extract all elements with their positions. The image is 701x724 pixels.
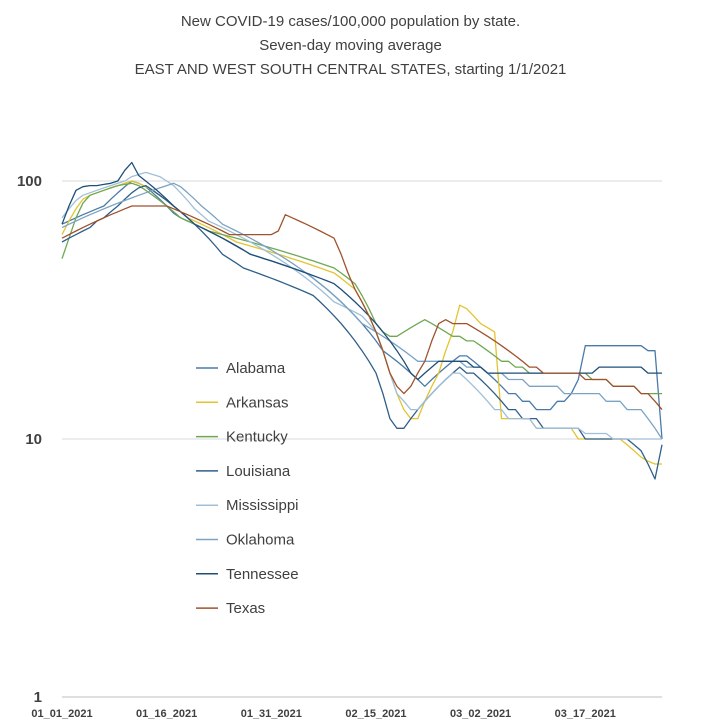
legend-label-oklahoma: Oklahoma xyxy=(226,532,295,549)
y-tick-label: 100 xyxy=(17,173,42,190)
series-line-alabama xyxy=(61,180,663,440)
legend-label-mississippi: Mississippi xyxy=(226,497,299,514)
series-line-louisiana xyxy=(61,184,663,480)
legend: Alabama Arkansas Kentucky Louisiana Mississi… xyxy=(196,360,299,617)
x-tick-label: 02_15_2021 xyxy=(345,708,406,720)
legend-label-alabama: Alabama xyxy=(226,360,286,377)
chart-title-line-1: New COVID-19 cases/100,000 population by… xyxy=(180,13,521,30)
series-line-texas xyxy=(61,205,663,411)
legend-label-texas: Texas xyxy=(226,600,265,617)
y-tick-label: 1 xyxy=(34,689,42,706)
chart-title-line-3: EAST AND WEST SOUTH CENTRAL STATES, star… xyxy=(134,61,567,78)
legend-label-arkansas: Arkansas xyxy=(226,394,289,411)
axes: 1 10 100 01_01_2021 01_16_2021 01_31_2021 02_1… xyxy=(17,173,662,720)
series-line-mississippi xyxy=(61,171,662,440)
legend-label-louisiana: Louisiana xyxy=(226,463,291,480)
gridlines xyxy=(62,180,662,440)
series-line-arkansas xyxy=(61,180,662,465)
legend-label-tennessee: Tennessee xyxy=(226,566,299,583)
x-tick-label: 01_16_2021 xyxy=(136,708,197,720)
y-tick-label: 10 xyxy=(25,431,42,448)
x-tick-label: 01_31_2021 xyxy=(241,708,302,720)
series-line-kentucky xyxy=(61,182,662,395)
x-tick-label: 01_01_2021 xyxy=(31,708,92,720)
chart-title-line-2: Seven-day moving average xyxy=(259,37,442,54)
legend-label-kentucky: Kentucky xyxy=(226,429,288,446)
x-tick-label: 03_02_2021 xyxy=(450,708,511,720)
series-lines xyxy=(61,161,663,480)
series-line-oklahoma xyxy=(61,182,663,440)
x-tick-label: 03_17_2021 xyxy=(555,708,616,720)
